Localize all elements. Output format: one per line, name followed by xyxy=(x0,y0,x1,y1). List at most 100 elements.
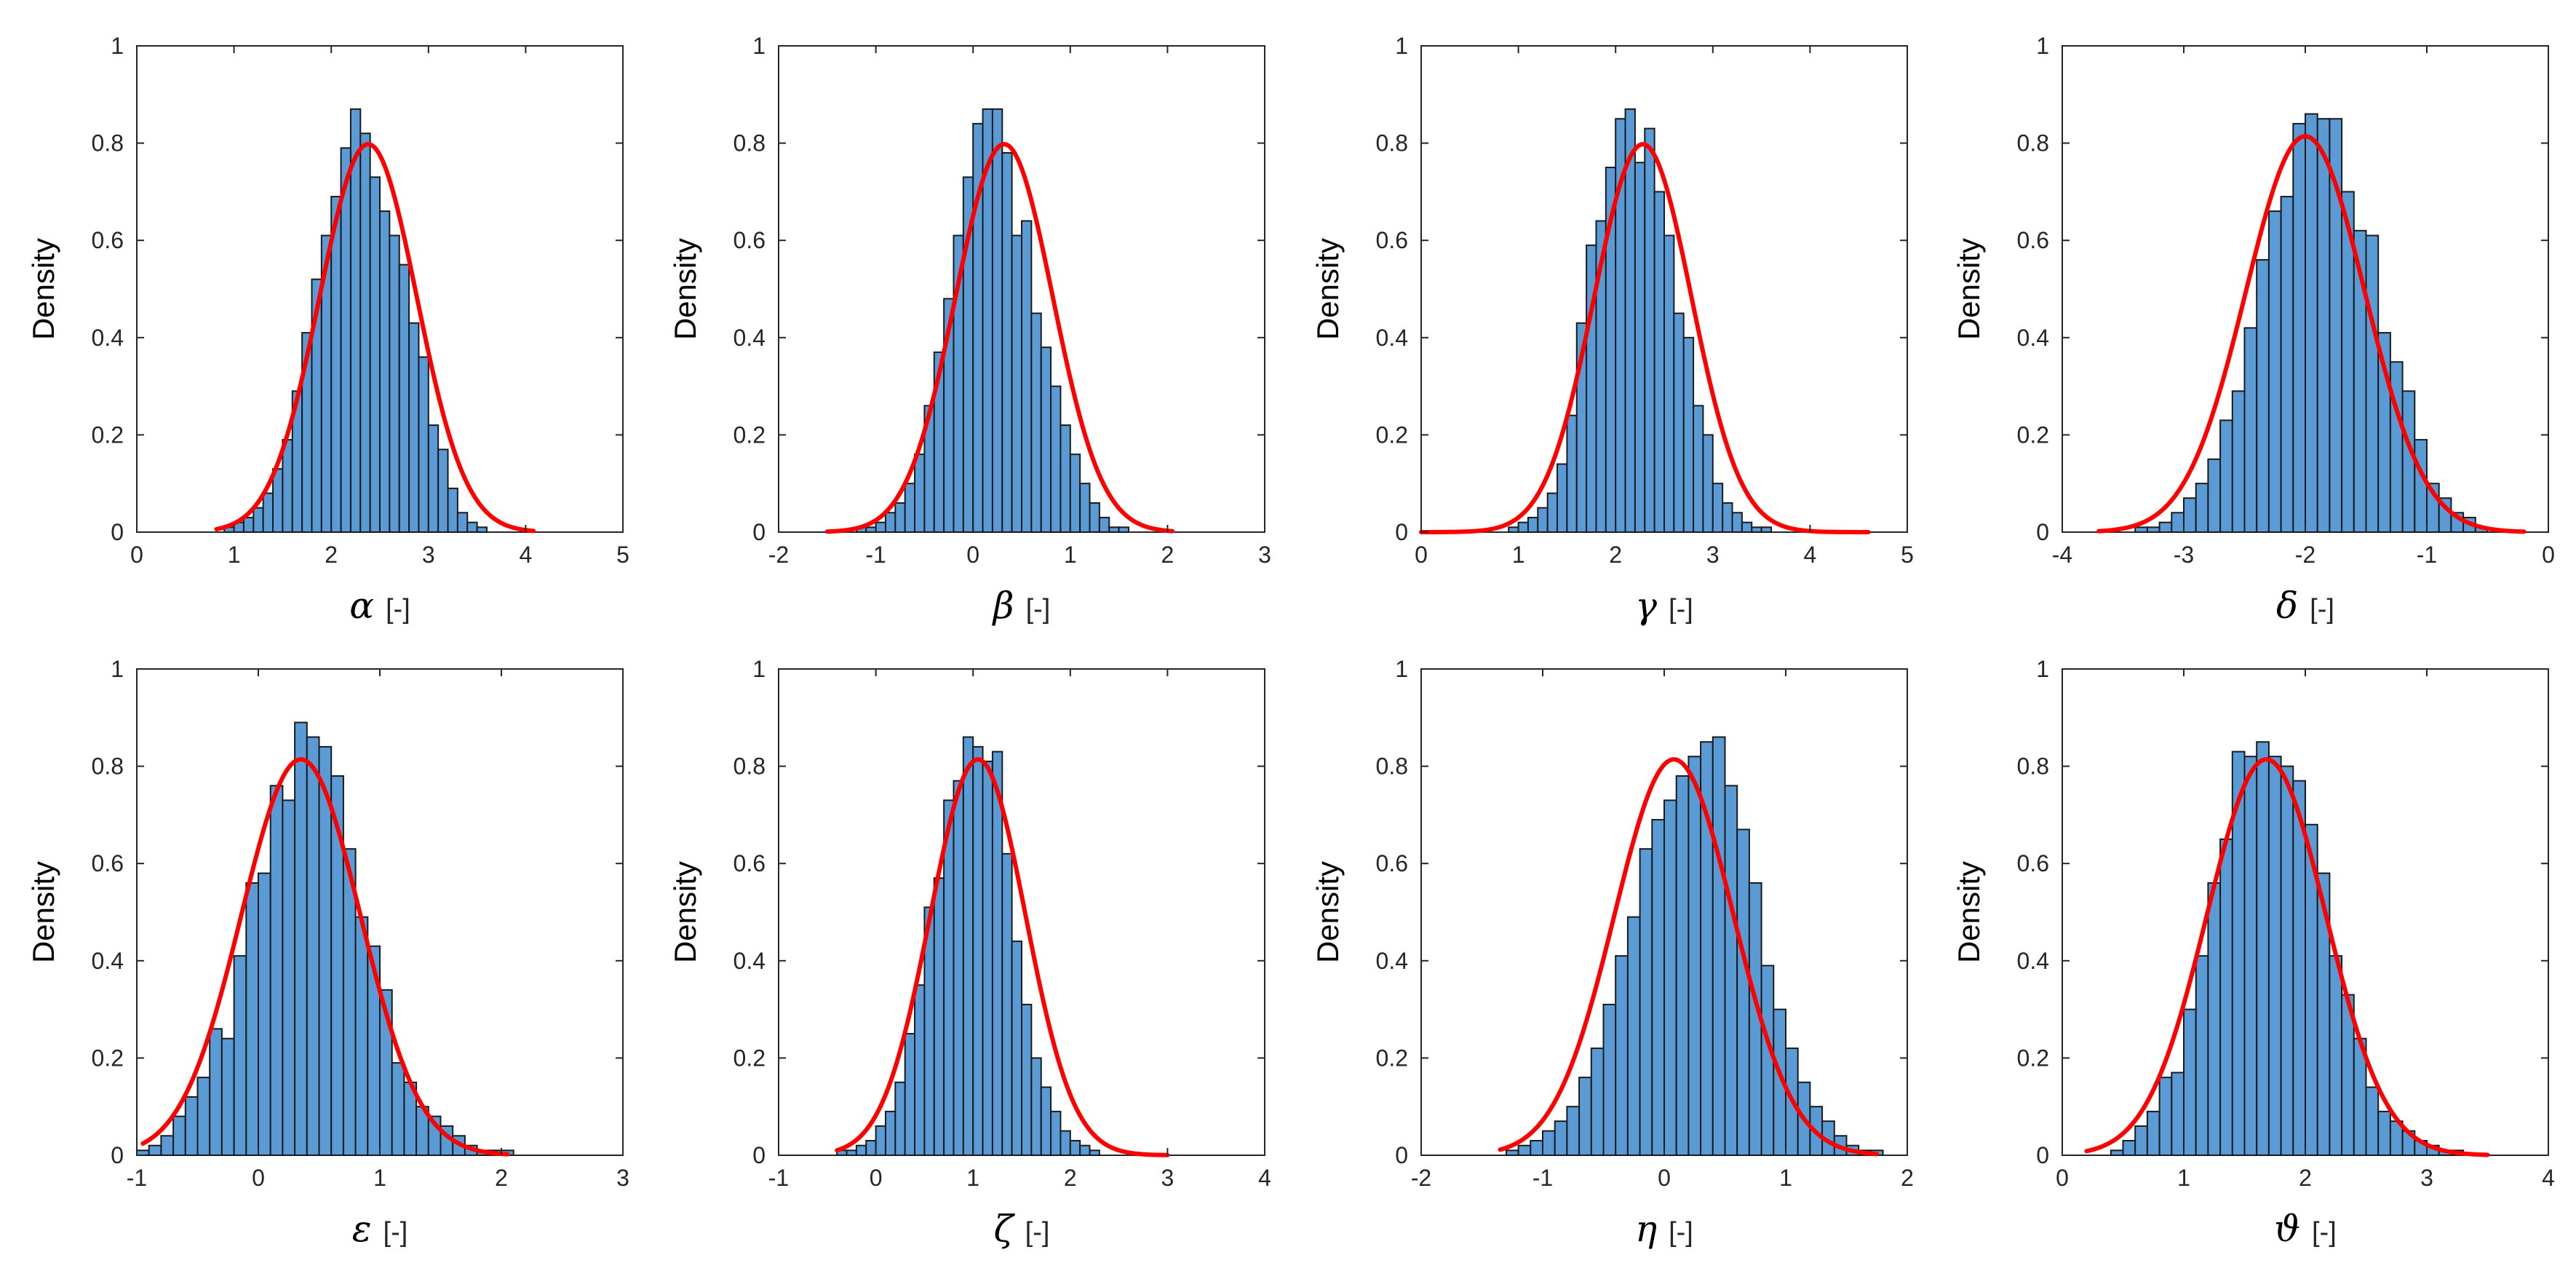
histogram-bar xyxy=(1079,1144,1091,1157)
histogram-bar xyxy=(1626,916,1641,1157)
histogram-bar xyxy=(1751,526,1762,534)
histogram-bar xyxy=(1639,848,1653,1157)
x-axis-unit: [-] xyxy=(2310,594,2334,625)
x-tick-label: 1 xyxy=(966,1165,979,1191)
x-tick-label: -2 xyxy=(768,542,789,568)
x-tick-label: 1 xyxy=(2177,1165,2190,1191)
histogram-bar xyxy=(359,132,371,534)
x-tick-label: 0 xyxy=(2056,1165,2069,1191)
y-tick-label: 0.8 xyxy=(1376,753,1408,780)
y-tick-label: 0.2 xyxy=(734,1045,766,1071)
histogram-bar xyxy=(389,234,400,533)
x-tick-label: 1 xyxy=(1064,542,1077,568)
histogram-bar xyxy=(2280,765,2294,1156)
histogram-bar xyxy=(160,1135,175,1157)
y-tick-label: 0 xyxy=(1395,1142,1408,1168)
y-tick-label: 0.4 xyxy=(92,325,124,351)
x-axis-label: β [-] xyxy=(992,585,1051,627)
histogram-bar xyxy=(1527,516,1539,534)
histogram-bar xyxy=(1712,736,1726,1156)
y-tick-label: 0.2 xyxy=(1376,421,1408,448)
histogram-bar xyxy=(2280,196,2294,533)
histogram-bar xyxy=(1566,414,1578,533)
x-tick-label: -2 xyxy=(2295,542,2315,568)
histogram-bar xyxy=(2171,512,2185,534)
x-axis-label: α [-] xyxy=(349,585,410,627)
y-tick-label: 0.6 xyxy=(92,227,124,253)
y-tick-label: 0.8 xyxy=(734,130,766,157)
histogram-bar xyxy=(2219,838,2233,1157)
x-tick-label: -1 xyxy=(2417,542,2437,568)
histogram-bar xyxy=(282,799,296,1156)
y-axis-label: Density xyxy=(1311,861,1345,963)
histogram-panel-1: 0 1 2 3 4 5 0 0.2 0.4 0.6 0.8 1 Density α [-] xyxy=(26,33,629,627)
histogram-bar xyxy=(1050,385,1062,533)
x-tick-label: 2 xyxy=(1901,1165,1914,1191)
histogram-bar xyxy=(1736,828,1750,1156)
y-tick-label: 0.2 xyxy=(2017,421,2049,448)
x-tick-label: -4 xyxy=(2052,542,2072,568)
x-tick-label: 2 xyxy=(1064,1165,1077,1191)
y-tick-label: 0 xyxy=(752,519,766,545)
x-axis-label: η [-] xyxy=(1635,1208,1693,1250)
histogram-bar xyxy=(2110,1149,2124,1156)
histogram-bar xyxy=(2256,741,2270,1156)
y-axis-label: Density xyxy=(1952,861,1986,963)
x-axis-label: δ [-] xyxy=(2276,585,2334,627)
histogram-bar xyxy=(2207,458,2222,533)
y-tick-label: 0.4 xyxy=(2017,948,2049,974)
y-tick-label: 0.4 xyxy=(734,948,766,974)
histogram-bar xyxy=(884,512,897,534)
histogram-bar xyxy=(2329,955,2343,1156)
histogram-bar xyxy=(1722,502,1733,533)
y-axis-label: Density xyxy=(668,861,702,963)
histogram-bar xyxy=(991,108,1003,533)
histogram-bar xyxy=(1542,1130,1556,1156)
y-tick-label: 0 xyxy=(2036,519,2049,545)
y-tick-label: 0.4 xyxy=(2017,325,2049,351)
histogram-bar xyxy=(398,264,410,533)
x-axis-symbol: ζ xyxy=(994,1208,1016,1250)
histogram-bar xyxy=(2158,521,2173,534)
x-tick-label: 1 xyxy=(228,542,241,568)
x-tick-label: 0 xyxy=(966,542,979,568)
x-tick-label: 0 xyxy=(252,1165,265,1191)
x-axis-label: ϑ [-] xyxy=(2274,1208,2337,1250)
fitted-density-curve xyxy=(1419,142,1871,534)
x-axis-symbol: ϑ xyxy=(2274,1208,2300,1250)
histogram-bar xyxy=(1001,852,1013,1156)
histogram-bar xyxy=(1693,405,1704,533)
y-tick-label: 0.6 xyxy=(2017,850,2049,876)
histogram-bar xyxy=(2231,390,2246,534)
histogram-bar xyxy=(2158,1077,2173,1156)
histogram-bar xyxy=(1651,819,1666,1156)
x-axis-symbol: β xyxy=(992,585,1014,627)
fitted-density-curve xyxy=(214,142,536,534)
y-tick-label: 0.8 xyxy=(92,753,124,780)
fitted-density-curve xyxy=(140,757,510,1157)
y-tick-label: 0.6 xyxy=(734,227,766,253)
histogram-bar xyxy=(1634,162,1646,533)
histogram-bar xyxy=(1021,1003,1033,1157)
histogram-bar xyxy=(904,1033,916,1156)
x-tick-label: -3 xyxy=(2174,542,2194,568)
y-tick-label: 1 xyxy=(2036,656,2049,682)
x-tick-label: 2 xyxy=(325,542,338,568)
histogram-bar xyxy=(1653,191,1665,533)
histogram-bar xyxy=(1557,463,1568,533)
x-tick-label: 4 xyxy=(2542,1165,2555,1191)
histogram-bar xyxy=(282,439,293,534)
histogram-bar xyxy=(875,1125,886,1157)
y-axis-label: Density xyxy=(26,861,60,963)
y-tick-label: 0.2 xyxy=(734,421,766,448)
y-tick-label: 0.8 xyxy=(734,753,766,780)
histogram-bar xyxy=(2195,955,2209,1156)
histogram-bar xyxy=(1505,1149,1519,1156)
histogram-bar xyxy=(262,492,274,533)
histogram-bar xyxy=(914,984,926,1156)
histogram-bar xyxy=(330,196,342,533)
x-tick-label: 0 xyxy=(870,1165,883,1191)
histogram-bar xyxy=(1702,434,1714,534)
histogram-bar xyxy=(2122,1139,2136,1156)
